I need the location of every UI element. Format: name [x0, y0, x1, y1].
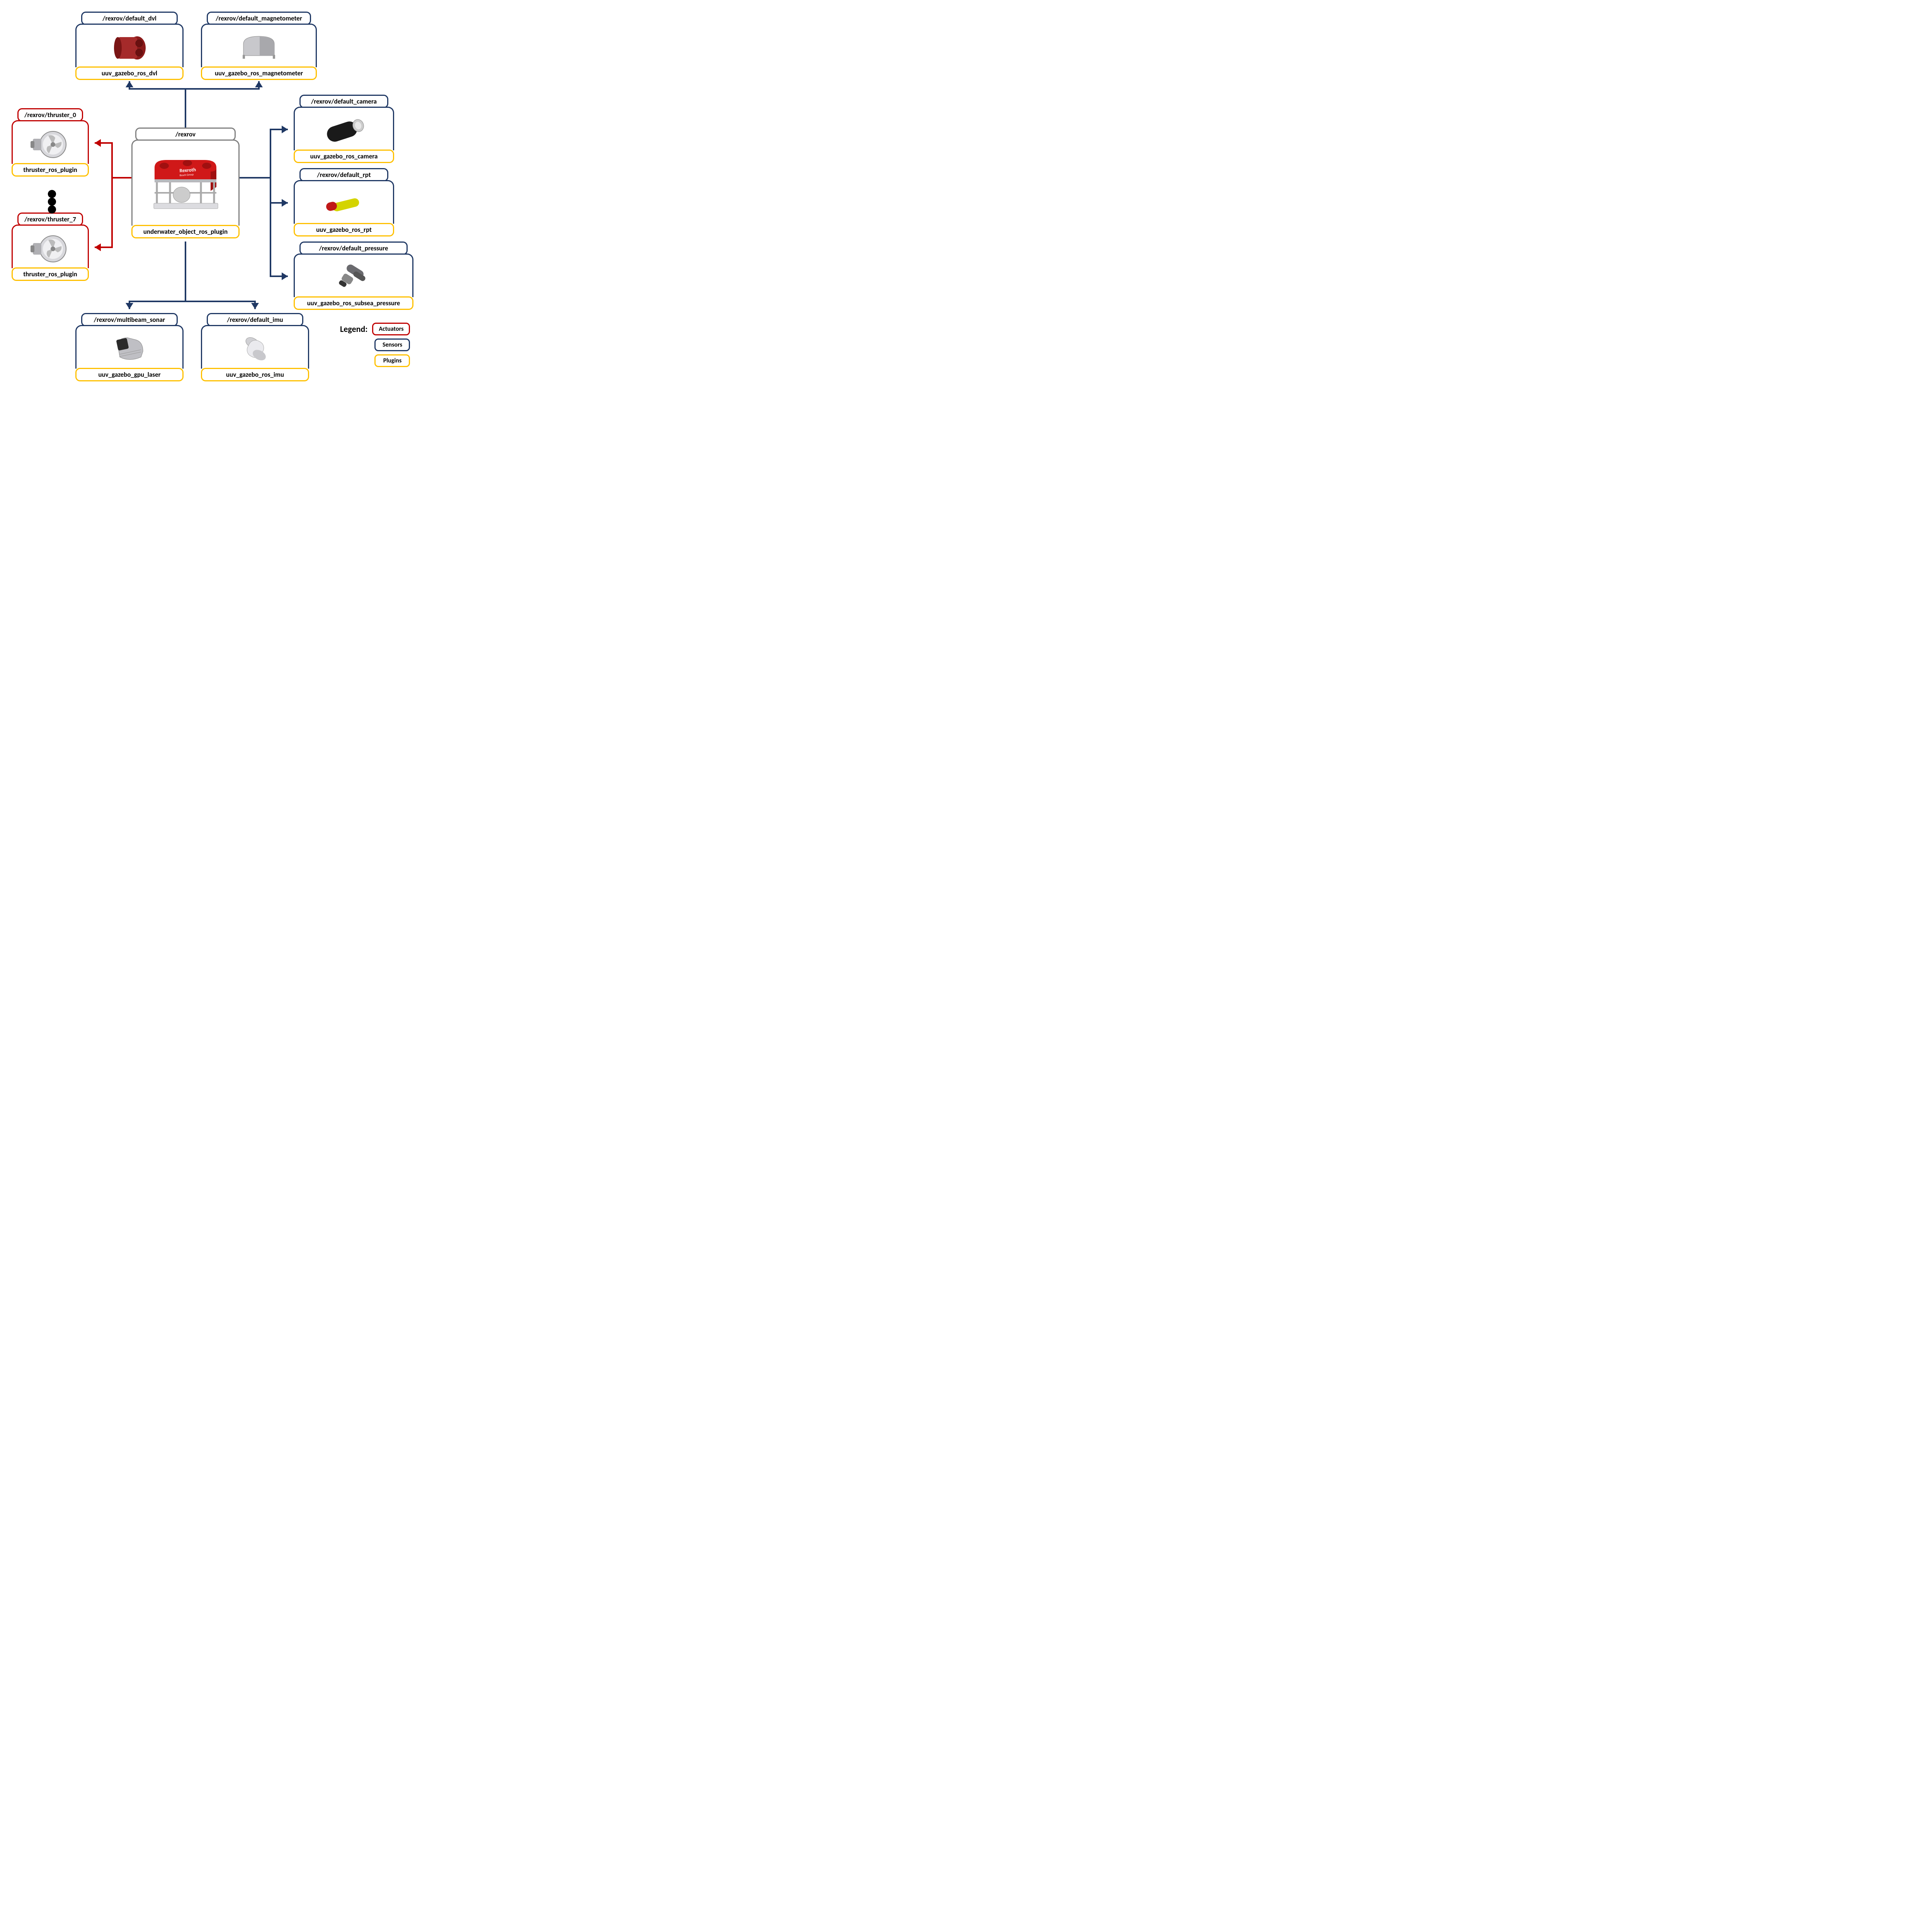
- rov-icon: RexrothBosch Group: [133, 145, 238, 226]
- rpt-node: /rexrov/default_rpt uuv_gazebo_ros_rpt: [294, 168, 394, 236]
- central-title: /rexrov: [135, 128, 236, 141]
- sonar-title: /rexrov/multibeam_sonar: [81, 313, 178, 327]
- sonar-icon: [77, 330, 182, 369]
- magnetometer-title: /rexrov/default_magnetometer: [207, 12, 311, 25]
- rpt-plugin: uuv_gazebo_ros_rpt: [294, 223, 394, 236]
- imu-node: /rexrov/default_imu uuv_gazebo_ros_imu: [201, 313, 309, 381]
- thruster0-node: /rexrov/thruster_0 thruster_ros_plugin: [12, 108, 89, 177]
- dvl-plugin: uuv_gazebo_ros_dvl: [75, 66, 184, 80]
- thruster0-icon: [13, 125, 88, 164]
- pressure-title: /rexrov/default_pressure: [299, 242, 408, 255]
- dvl-node: /rexrov/default_dvl uuv_gazebo_ros_dvl: [75, 12, 184, 80]
- pressure-icon: [295, 259, 412, 297]
- pressure-plugin: uuv_gazebo_ros_subsea_pressure: [294, 296, 413, 310]
- thruster0-plugin: thruster_ros_plugin: [12, 163, 89, 177]
- imu-plugin: uuv_gazebo_ros_imu: [201, 368, 309, 381]
- legend-actuators: Actuators: [372, 323, 410, 335]
- central-plugin: underwater_object_ros_plugin: [131, 225, 240, 238]
- imu-title: /rexrov/default_imu: [207, 313, 303, 327]
- camera-node: /rexrov/default_camera uuv_gazebo_ros_cam…: [294, 95, 394, 163]
- camera-title: /rexrov/default_camera: [299, 95, 388, 108]
- legend: Legend: Actuators Sensors Plugins: [340, 323, 410, 367]
- rpt-icon: [295, 185, 393, 224]
- legend-plugins: Plugins: [374, 354, 410, 367]
- sonar-plugin: uuv_gazebo_gpu_laser: [75, 368, 184, 381]
- rpt-title: /rexrov/default_rpt: [299, 168, 388, 182]
- legend-title: Legend:: [340, 324, 367, 334]
- camera-icon: [295, 112, 393, 150]
- magnetometer-plugin: uuv_gazebo_ros_magnetometer: [201, 66, 317, 80]
- central-node: /rexrov RexrothBosch Group underwater_ob…: [131, 128, 240, 238]
- pressure-node: /rexrov/default_pressure uuv_gazebo_ros_s…: [294, 242, 413, 310]
- magnetometer-node: /rexrov/default_magnetometer uuv_gazebo_r…: [201, 12, 317, 80]
- dvl-title: /rexrov/default_dvl: [81, 12, 178, 25]
- dvl-icon: [77, 29, 182, 67]
- thruster7-icon: [13, 230, 88, 268]
- ellipsis-dots: •••: [47, 189, 57, 213]
- thruster7-plugin: thruster_ros_plugin: [12, 267, 89, 281]
- thruster0-title: /rexrov/thruster_0: [17, 108, 83, 122]
- thruster7-node: /rexrov/thruster_7thruster_ros_plugin: [12, 213, 89, 281]
- magnetometer-icon: [202, 29, 316, 67]
- imu-icon: [202, 330, 308, 369]
- sonar-node: /rexrov/multibeam_sonar uuv_gazebo_gpu_la…: [75, 313, 184, 381]
- camera-plugin: uuv_gazebo_ros_camera: [294, 150, 394, 163]
- legend-sensors: Sensors: [374, 338, 410, 351]
